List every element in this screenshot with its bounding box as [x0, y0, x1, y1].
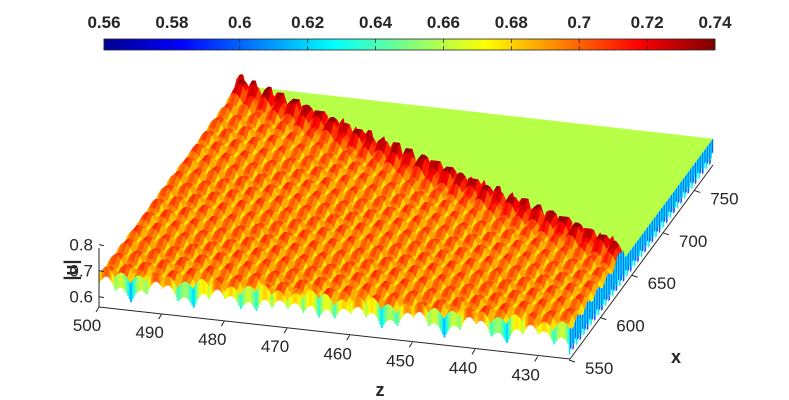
colorbar-tick-label: 0.7	[567, 13, 591, 32]
colorbar-gradient	[103, 38, 716, 51]
colorbar-tick-label: 0.56	[87, 13, 120, 32]
colorbar-tick-label: 0.62	[291, 13, 324, 32]
colorbar-tick-label: 0.74	[698, 13, 732, 32]
colorbar-tick-label: 0.66	[427, 13, 460, 32]
colorbar-tick-label: 0.72	[631, 13, 664, 32]
colorbar-tick-label: 0.6	[228, 13, 252, 32]
colorbar-tick-label: 0.58	[155, 13, 188, 32]
colorbar: 0.56 0.58 0.6 0.62 0.64 0.66 0.68 0.7 0.72 0.74	[87, 13, 732, 51]
surface-plot	[98, 73, 714, 356]
colorbar-tick-label: 0.68	[495, 13, 528, 32]
colorbar-tick-label: 0.64	[359, 13, 393, 32]
colorbar-ticks: 0.56 0.58 0.6 0.62 0.64 0.66 0.68 0.7 0.72 0.74	[87, 13, 732, 50]
